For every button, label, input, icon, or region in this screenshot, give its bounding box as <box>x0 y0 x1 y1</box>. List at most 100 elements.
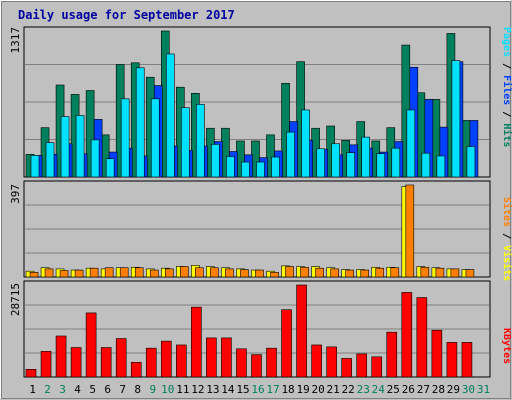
bar-pages-day-26 <box>406 109 416 178</box>
bar-kbytes-day-7 <box>115 338 127 378</box>
day-label-5: 5 <box>89 383 96 396</box>
y-max-label-kbytes: 28715 <box>9 283 22 316</box>
bar-pages-day-29 <box>451 60 461 178</box>
bar-kbytes-day-2 <box>40 351 52 378</box>
bar-kbytes-day-19 <box>296 284 307 378</box>
bar-kbytes-day-9 <box>145 347 157 378</box>
bar-kbytes-day-5 <box>85 312 97 378</box>
bar-kbytes-day-26 <box>401 292 413 378</box>
bar-kbytes-day-12 <box>191 306 202 378</box>
day-label-29: 29 <box>447 383 460 396</box>
bar-kbytes-day-3 <box>55 335 67 378</box>
day-label-4: 4 <box>74 383 81 396</box>
bar-pages-day-14 <box>226 156 235 178</box>
day-label-10: 10 <box>161 383 174 396</box>
legend-sites-visits: Sites / Visits <box>501 197 512 281</box>
bar-kbytes-day-13 <box>206 337 217 378</box>
bar-kbytes-day-14 <box>221 337 232 378</box>
bar-kbytes-day-29 <box>446 342 458 378</box>
bar-sites-day-17 <box>270 272 279 278</box>
legend-segment: Hits <box>501 123 512 147</box>
bar-kbytes-day-20 <box>311 344 322 378</box>
panel-visits-sites <box>23 180 491 278</box>
bar-kbytes-day-25 <box>386 331 398 378</box>
bar-pages-day-22 <box>346 152 355 178</box>
panel-hits-files-pages <box>23 26 491 178</box>
bar-pages-day-12 <box>196 104 205 178</box>
bar-sites-day-10 <box>164 268 174 278</box>
y-max-label-hits: 1317 <box>9 27 22 54</box>
bar-kbytes-day-8 <box>130 361 142 378</box>
day-label-12: 12 <box>191 383 204 396</box>
bar-sites-day-9 <box>149 269 159 278</box>
y-max-label-visits: 397 <box>9 184 22 204</box>
bar-sites-day-2 <box>44 268 54 278</box>
day-label-23: 23 <box>357 383 370 396</box>
bar-kbytes-day-17 <box>266 347 277 378</box>
bar-sites-day-4 <box>74 269 84 278</box>
legend-pages-files-hits: Pages / Files / Hits <box>501 27 512 147</box>
day-label-6: 6 <box>104 383 111 396</box>
bar-sites-day-20 <box>315 267 324 278</box>
day-label-26: 26 <box>402 383 415 396</box>
bar-kbytes-day-10 <box>160 340 172 378</box>
bar-pages-day-16 <box>256 161 265 178</box>
panel-kbytes <box>23 280 491 378</box>
day-label-21: 21 <box>327 383 340 396</box>
bar-pages-day-8 <box>135 67 145 178</box>
legend-segment: KBytes <box>501 328 512 364</box>
bar-sites-day-5 <box>89 267 99 278</box>
bar-sites-day-6 <box>104 267 114 278</box>
day-label-24: 24 <box>372 383 386 396</box>
bar-kbytes-day-22 <box>341 358 352 378</box>
day-label-19: 19 <box>296 383 309 396</box>
bar-pages-day-19 <box>301 109 310 178</box>
bar-pages-day-13 <box>211 143 220 178</box>
legend-segment: Sites <box>501 197 512 227</box>
bar-pages-day-28 <box>436 155 446 178</box>
day-label-15: 15 <box>236 383 249 396</box>
bar-sites-day-14 <box>225 268 234 278</box>
bar-kbytes-day-24 <box>371 356 383 378</box>
day-label-3: 3 <box>59 383 66 396</box>
legend-segment: Visits <box>501 245 512 281</box>
bar-kbytes-day-6 <box>100 347 112 378</box>
bar-pages-day-6 <box>105 158 115 178</box>
bar-pages-day-10 <box>165 53 175 178</box>
day-label-22: 22 <box>342 383 355 396</box>
bar-sites-day-26 <box>405 184 415 278</box>
bar-sites-day-16 <box>255 269 264 278</box>
legend-segment: Pages <box>501 27 512 57</box>
bar-kbytes-day-30 <box>461 342 473 378</box>
bar-pages-day-1 <box>30 155 40 178</box>
bar-pages-day-2 <box>45 142 55 178</box>
bar-pages-day-30 <box>466 146 476 178</box>
bar-kbytes-day-27 <box>416 297 428 378</box>
bar-sites-day-19 <box>300 266 309 278</box>
day-label-30: 30 <box>462 383 475 396</box>
day-label-8: 8 <box>134 383 141 396</box>
bar-pages-day-17 <box>271 156 280 178</box>
bar-pages-day-24 <box>376 153 386 178</box>
day-label-2: 2 <box>44 383 51 396</box>
bar-sites-day-24 <box>375 267 385 278</box>
bar-kbytes-day-16 <box>251 354 262 378</box>
day-label-16: 16 <box>251 383 264 396</box>
day-labels: 1 2 3 4 5 6 7 8 9 10 11 12 13 14 15 16 17 18 19 20 21 22 23 24 2… <box>29 383 490 396</box>
bar-kbytes-day-23 <box>356 353 368 378</box>
bar-pages-day-20 <box>316 148 325 178</box>
bar-sites-day-18 <box>285 266 294 278</box>
bar-sites-day-27 <box>420 266 430 278</box>
bar-sites-day-30 <box>465 269 475 278</box>
bar-sites-day-1 <box>29 272 39 278</box>
bar-sites-day-22 <box>345 269 354 278</box>
bar-pages-day-4 <box>75 115 85 178</box>
bar-sites-day-3 <box>59 270 69 278</box>
day-label-14: 14 <box>221 383 235 396</box>
day-label-27: 27 <box>417 383 430 396</box>
bar-kbytes-day-11 <box>176 344 187 378</box>
bar-pages-day-18 <box>286 131 295 178</box>
legend-kbytes: KBytes <box>501 328 512 364</box>
bar-sites-day-23 <box>360 269 370 278</box>
